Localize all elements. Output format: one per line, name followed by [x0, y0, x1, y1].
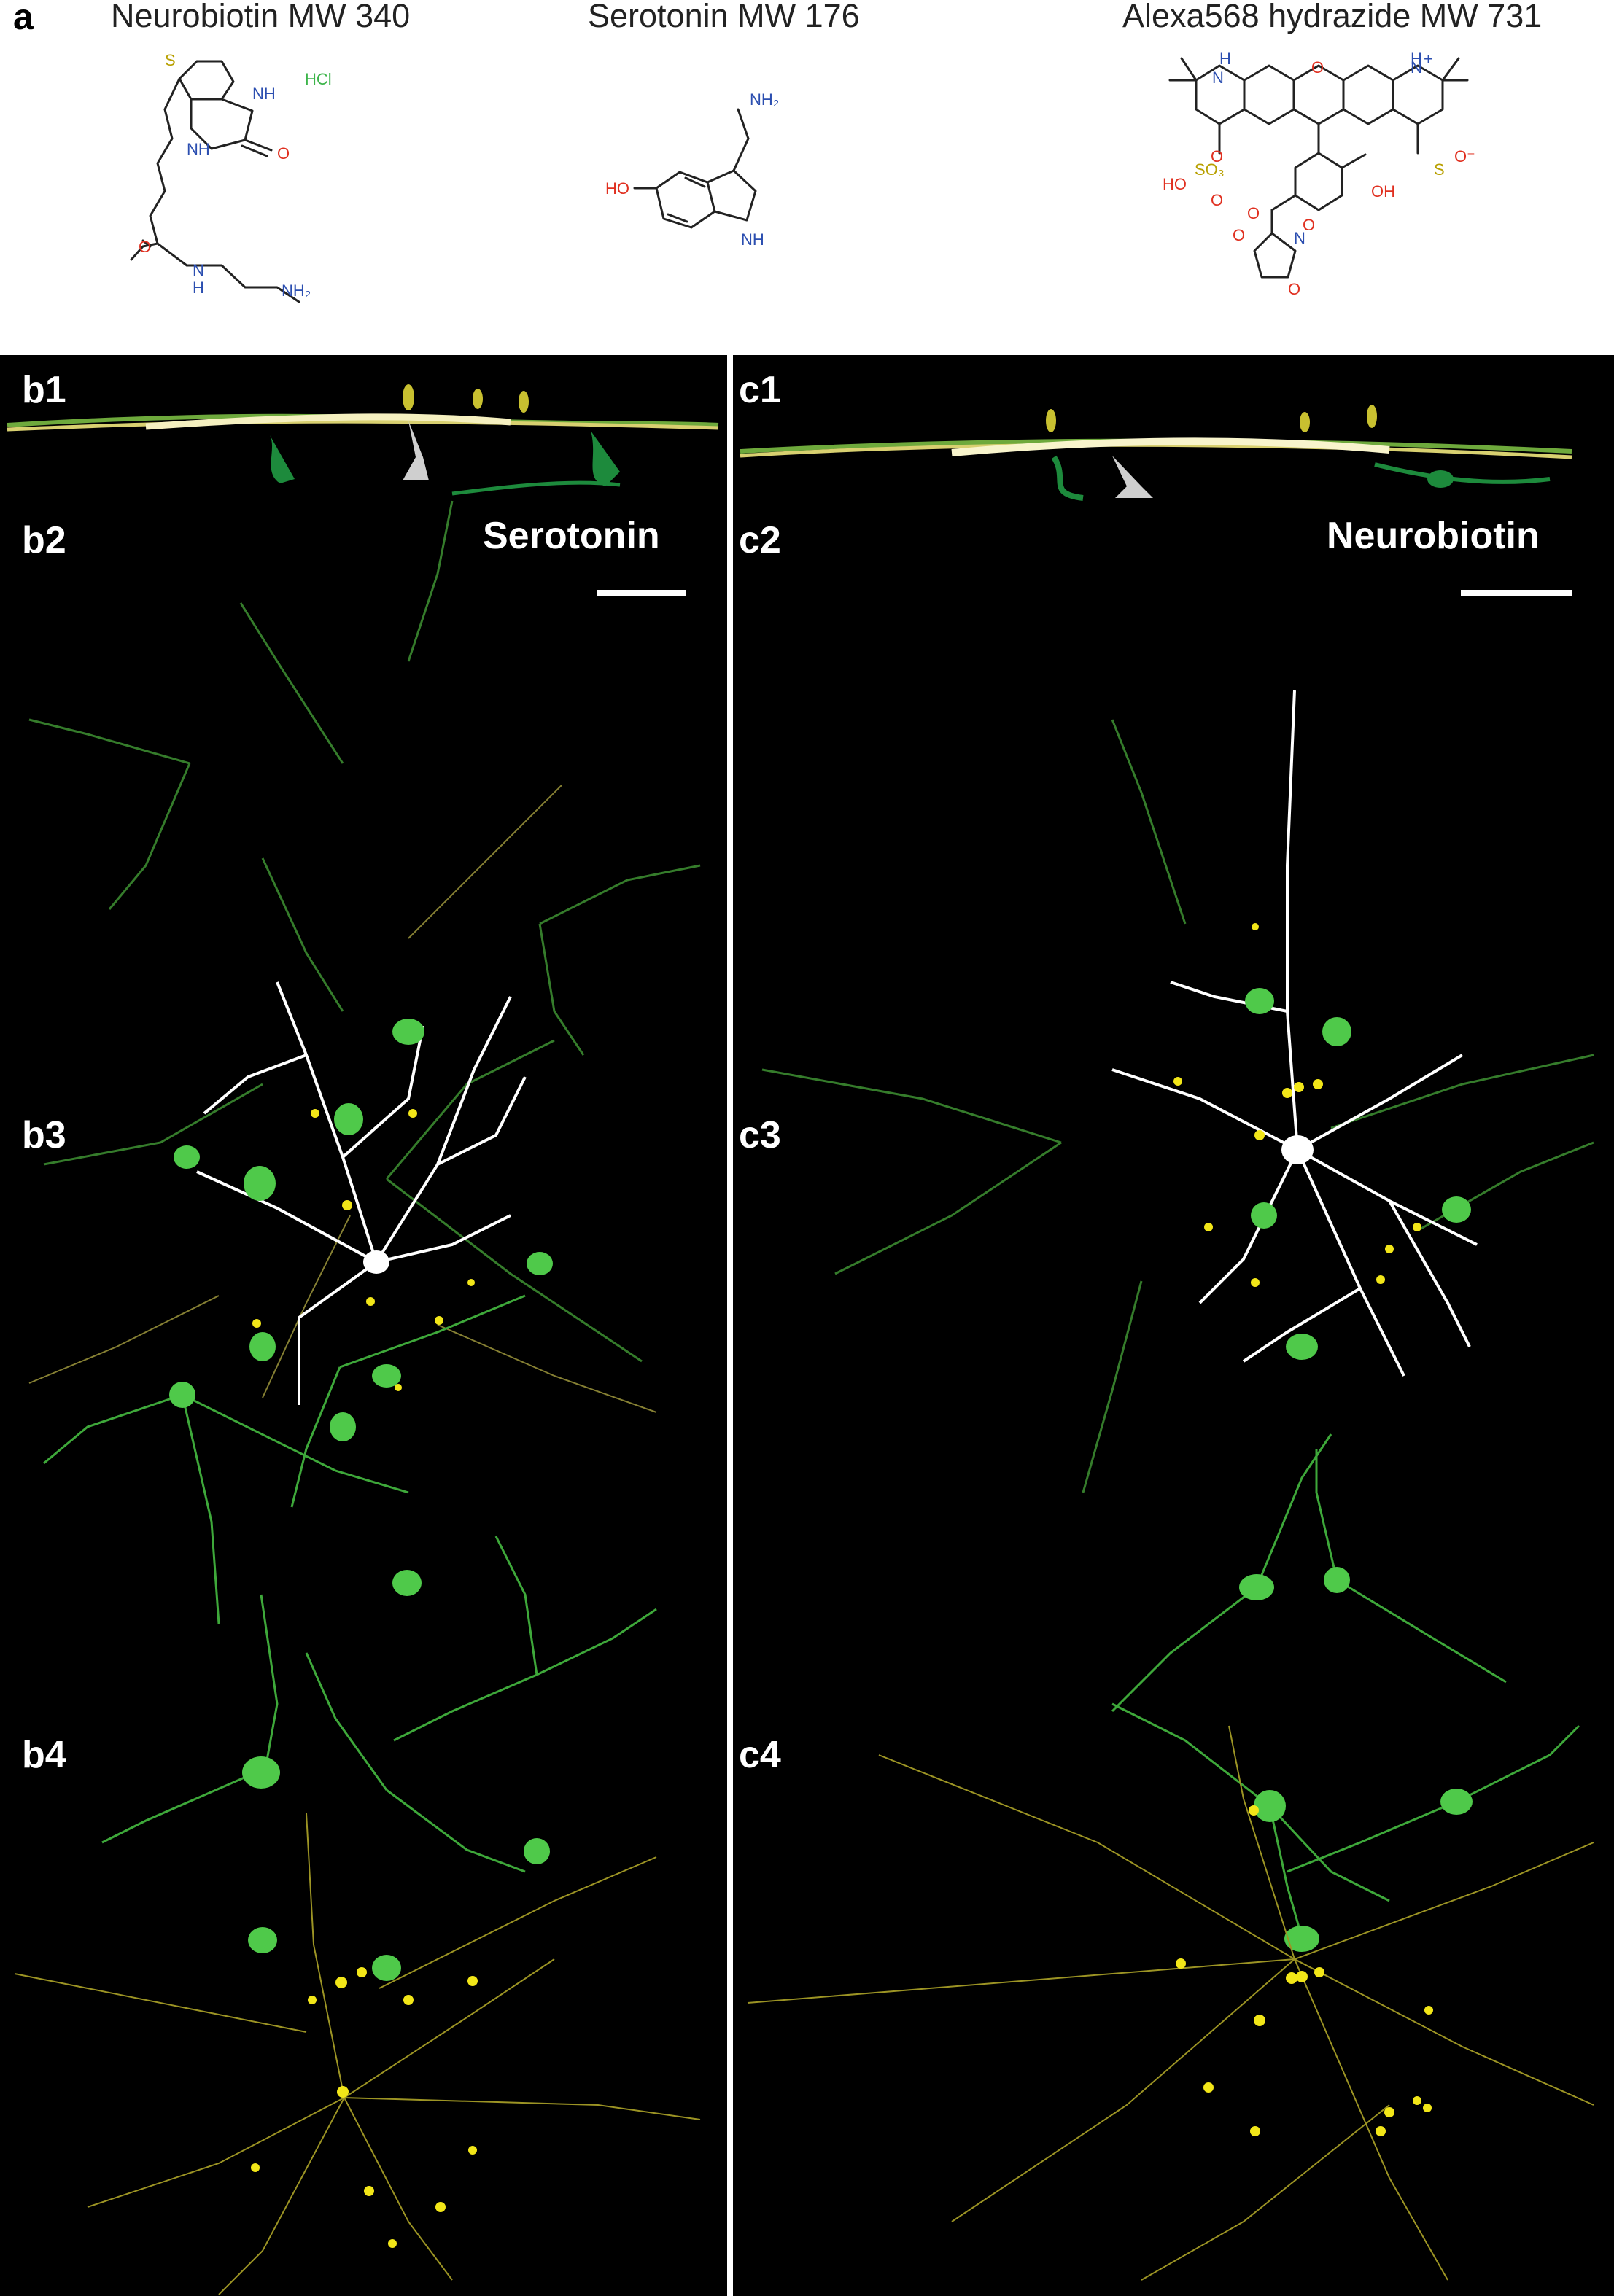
alexa-n-atom-2: N	[1411, 58, 1422, 77]
nh-atom-1: NH	[252, 85, 276, 103]
hydroxyl-ho-atom: HO	[605, 179, 629, 198]
serotonin-label: Serotonin	[483, 515, 660, 557]
amine-nh2-atom: NH₂	[750, 90, 779, 109]
label-c1: c1	[739, 369, 781, 411]
c1-side-view	[740, 405, 1572, 501]
alexa-ho-left: HO	[1163, 175, 1187, 193]
label-b2: b2	[22, 519, 66, 561]
neurobiotin-label: Neurobiotin	[1327, 515, 1540, 557]
alexa-o-minus-right: O⁻	[1454, 147, 1475, 166]
amide-o-atom: O	[139, 238, 151, 256]
alexa-h-atom-2: H	[1411, 50, 1422, 68]
serotonin-column: b1 b2 b3 b4 Serotonin	[0, 355, 727, 2296]
alexa-s-right: S	[1434, 160, 1445, 179]
label-c4: c4	[739, 1734, 781, 1776]
chemical-structures-panel: a Neurobiotin MW 340 Serotonin MW 176 Al…	[0, 0, 1614, 351]
indole-nh-atom: NH	[741, 230, 764, 249]
alexa-xanthene-o-atom: O	[1311, 58, 1324, 77]
alexa568-structure: H N O N + H SO₃ HO O O O⁻ S OH O N O O O	[1163, 50, 1475, 298]
terminal-nh2-atom: NH₂	[282, 281, 311, 300]
scale-bar-b	[597, 590, 686, 596]
b3-green-cells	[43, 1294, 657, 1981]
serotonin-title: Serotonin MW 176	[588, 0, 860, 34]
serotonin-neuron-renderings	[7, 384, 719, 2295]
c2-overlay	[761, 690, 1594, 1493]
neurobiotin-column: c1 c2 c3 c4 Neurobiotin	[733, 355, 1614, 2296]
label-b3: b3	[22, 1114, 66, 1156]
alexa-oh-atom: OH	[1371, 182, 1395, 201]
alexa-carbonyl-o: O	[1247, 204, 1260, 222]
label-b1: b1	[22, 369, 66, 411]
label-b4: b4	[22, 1734, 66, 1776]
alexa-o-left-2: O	[1211, 191, 1223, 209]
amide-h-atom: H	[193, 279, 204, 297]
hcl-label: HCl	[305, 70, 332, 88]
alexa-linker-o: O	[1303, 216, 1315, 234]
c4-yellow-cells	[747, 1725, 1594, 2281]
b4-yellow-cells	[14, 1813, 701, 2295]
neurobiotin-structure: S NH NH O HCl O N H NH₂	[130, 51, 332, 303]
alexa-succinimide-o-1: O	[1233, 226, 1245, 244]
alexa-h-atom-1: H	[1219, 50, 1231, 68]
alexa-succinimide-n: N	[1294, 229, 1305, 247]
neurobiotin-title: Neurobiotin MW 340	[111, 0, 411, 34]
carbonyl-o-atom: O	[277, 144, 290, 163]
alexa-o-left-1: O	[1211, 147, 1223, 166]
alexa-so3-left: SO₃	[1195, 160, 1225, 179]
sulfur-atom: S	[165, 51, 176, 69]
label-c2: c2	[739, 519, 781, 561]
b1-side-view	[7, 384, 719, 496]
b2-overlay	[28, 500, 701, 1413]
scale-bar-c	[1461, 590, 1572, 596]
nh-atom-2: NH	[187, 140, 210, 158]
c3-green-cells	[1111, 1433, 1580, 1952]
alexa568-title: Alexa568 hydrazide MW 731	[1122, 0, 1543, 34]
alexa-succinimide-o-2: O	[1288, 280, 1300, 298]
neurobiotin-neuron-renderings	[740, 405, 1594, 2281]
serotonin-structure: NH₂ HO NH	[605, 90, 779, 249]
alexa-plus-charge: +	[1424, 50, 1433, 68]
amide-n-atom: N	[193, 261, 204, 279]
label-c3: c3	[739, 1114, 781, 1156]
alexa-n-atom-1: N	[1212, 69, 1224, 87]
panel-letter-a: a	[13, 0, 34, 37]
